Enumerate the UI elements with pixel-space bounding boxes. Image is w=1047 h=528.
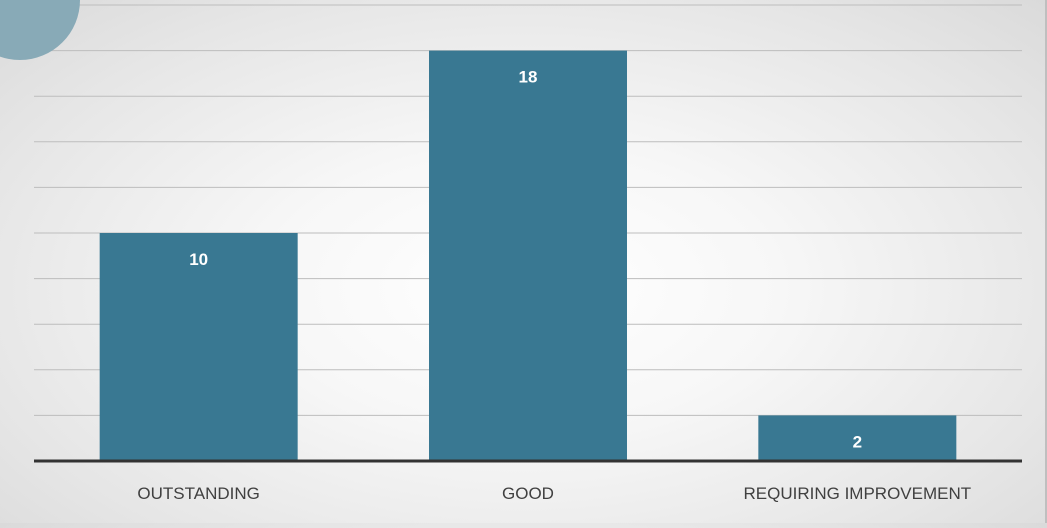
bar — [758, 415, 957, 461]
x-axis: OUTSTANDING GOOD REQUIRING IMPROVEMENT — [34, 459, 1022, 503]
category-label: REQUIRING IMPROVEMENT — [744, 484, 972, 503]
bars — [99, 50, 957, 461]
data-label: 2 — [853, 432, 862, 451]
category-label: GOOD — [502, 484, 554, 503]
bar — [429, 50, 627, 461]
frame-edge — [1045, 0, 1047, 523]
data-label: 10 — [189, 250, 208, 269]
bar — [99, 233, 298, 461]
data-label: 18 — [519, 68, 538, 87]
data-labels: 10 18 2 — [189, 68, 862, 452]
category-label: OUTSTANDING — [137, 484, 259, 503]
